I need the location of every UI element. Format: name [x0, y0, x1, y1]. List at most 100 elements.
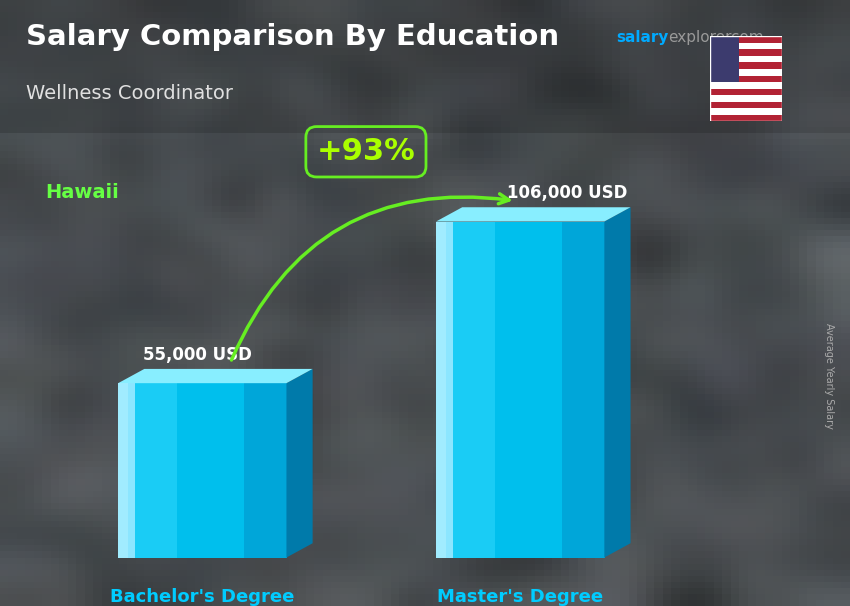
- Bar: [232, 383, 237, 558]
- Bar: [139, 383, 144, 558]
- Bar: [462, 222, 467, 558]
- Bar: [710, 43, 782, 50]
- Bar: [710, 95, 782, 102]
- Polygon shape: [604, 207, 631, 558]
- Bar: [710, 88, 782, 95]
- Bar: [274, 383, 279, 558]
- Bar: [252, 383, 258, 558]
- Bar: [710, 76, 782, 82]
- Bar: [118, 383, 123, 558]
- Text: Bachelor's Degree: Bachelor's Degree: [110, 588, 294, 605]
- Bar: [474, 222, 479, 558]
- Bar: [710, 108, 782, 115]
- Bar: [529, 222, 534, 558]
- Bar: [135, 383, 140, 558]
- Bar: [181, 383, 186, 558]
- Text: 106,000 USD: 106,000 USD: [507, 184, 627, 202]
- Text: 55,000 USD: 55,000 USD: [143, 346, 252, 364]
- Bar: [224, 383, 229, 558]
- Bar: [710, 36, 739, 82]
- Text: Wellness Coordinator: Wellness Coordinator: [26, 84, 233, 103]
- Bar: [241, 383, 246, 558]
- Bar: [436, 222, 441, 558]
- Polygon shape: [436, 207, 631, 222]
- Bar: [520, 222, 525, 558]
- Bar: [278, 383, 283, 558]
- Bar: [710, 50, 782, 56]
- Bar: [185, 383, 190, 558]
- Bar: [164, 383, 169, 558]
- Bar: [537, 222, 542, 558]
- Bar: [486, 222, 491, 558]
- Polygon shape: [286, 369, 313, 558]
- Bar: [482, 222, 487, 558]
- Bar: [710, 62, 782, 69]
- Bar: [282, 383, 287, 558]
- Bar: [575, 222, 580, 558]
- Bar: [118, 383, 128, 558]
- Bar: [257, 383, 262, 558]
- Bar: [202, 383, 207, 558]
- Bar: [265, 383, 270, 558]
- Bar: [245, 383, 250, 558]
- Bar: [215, 383, 220, 558]
- Bar: [710, 36, 782, 43]
- Bar: [583, 222, 588, 558]
- Bar: [470, 222, 475, 558]
- Bar: [562, 222, 568, 558]
- Bar: [710, 56, 782, 62]
- Bar: [570, 222, 575, 558]
- Bar: [512, 222, 517, 558]
- Text: +93%: +93%: [316, 138, 416, 166]
- Bar: [445, 222, 450, 558]
- Bar: [160, 383, 166, 558]
- Bar: [558, 222, 564, 558]
- Bar: [516, 222, 521, 558]
- Bar: [236, 383, 241, 558]
- Bar: [710, 102, 782, 108]
- Text: salary: salary: [616, 30, 669, 45]
- Bar: [449, 222, 454, 558]
- Bar: [710, 82, 782, 88]
- Bar: [207, 383, 212, 558]
- Bar: [533, 222, 538, 558]
- Bar: [173, 383, 178, 558]
- Bar: [440, 222, 445, 558]
- Bar: [261, 383, 266, 558]
- Bar: [453, 222, 458, 558]
- Bar: [600, 222, 605, 558]
- Bar: [190, 383, 195, 558]
- Bar: [524, 222, 530, 558]
- Bar: [710, 115, 782, 121]
- Text: explorer: explorer: [668, 30, 732, 45]
- Bar: [211, 383, 216, 558]
- Bar: [156, 383, 162, 558]
- Bar: [541, 222, 547, 558]
- Bar: [144, 383, 149, 558]
- Bar: [457, 222, 462, 558]
- Bar: [499, 222, 504, 558]
- Text: Average Yearly Salary: Average Yearly Salary: [824, 323, 834, 428]
- Bar: [177, 383, 182, 558]
- Bar: [710, 69, 782, 76]
- Bar: [194, 383, 199, 558]
- Bar: [168, 383, 173, 558]
- Text: .com: .com: [727, 30, 764, 45]
- Bar: [592, 222, 597, 558]
- Text: Master's Degree: Master's Degree: [437, 588, 604, 605]
- Bar: [269, 383, 275, 558]
- Text: Hawaii: Hawaii: [45, 184, 119, 202]
- Bar: [152, 383, 157, 558]
- Bar: [122, 383, 128, 558]
- Bar: [490, 222, 496, 558]
- Bar: [131, 383, 136, 558]
- Bar: [228, 383, 233, 558]
- Text: Salary Comparison By Education: Salary Comparison By Education: [26, 23, 558, 52]
- Polygon shape: [118, 369, 313, 383]
- Bar: [566, 222, 571, 558]
- Bar: [478, 222, 484, 558]
- Bar: [554, 222, 559, 558]
- Bar: [198, 383, 203, 558]
- Bar: [148, 383, 153, 558]
- Bar: [127, 383, 132, 558]
